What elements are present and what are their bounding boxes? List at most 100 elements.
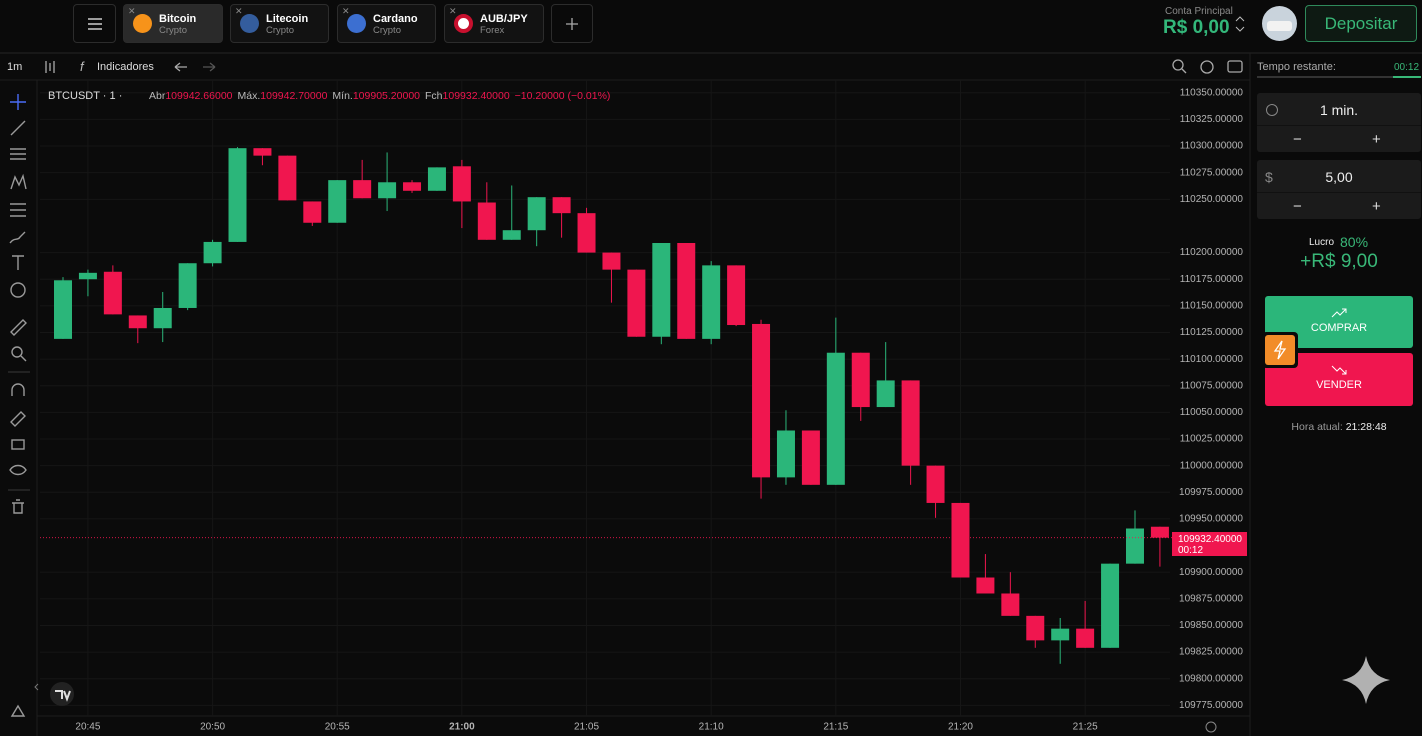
candle-body <box>951 502 970 578</box>
zoom-tool[interactable] <box>11 346 23 358</box>
assistant-icon[interactable] <box>1342 656 1390 704</box>
candle-body <box>1026 615 1045 641</box>
asset-tab[interactable]: ✕ Cardano Crypto <box>337 4 436 43</box>
legend-value: 109942.70000 <box>260 90 328 102</box>
progress-fill <box>1393 76 1421 78</box>
asset-tab[interactable]: ✕ AUB/JPY Forex <box>444 4 544 43</box>
undo-icon[interactable] <box>174 62 187 72</box>
x-tick-label: 20:45 <box>75 722 100 733</box>
asset-kind: Crypto <box>266 25 294 36</box>
text-tool[interactable] <box>12 255 24 270</box>
asset-kind: Forex <box>480 25 505 36</box>
y-tick-label: 110050.00000 <box>1180 407 1244 418</box>
y-tick-label: 109850.00000 <box>1179 620 1243 631</box>
lock-tool[interactable] <box>11 439 25 450</box>
increase-button[interactable]: + <box>1372 131 1381 148</box>
decrease-button[interactable]: − <box>1293 198 1302 215</box>
brush-tool[interactable] <box>9 231 26 244</box>
magnet-tool[interactable] <box>11 383 25 396</box>
line-tool[interactable] <box>10 120 26 136</box>
legend-label: Mín. <box>332 90 353 102</box>
collapse-arrow[interactable] <box>34 683 39 691</box>
y-tick-label: 110175.00000 <box>1180 274 1244 285</box>
candle-type-icon[interactable] <box>45 61 55 73</box>
asset-tab[interactable]: ✕ Litecoin Crypto <box>230 4 329 43</box>
deposit-button[interactable]: Depositar <box>1305 5 1417 42</box>
menu-button[interactable] <box>73 4 116 43</box>
camera-icon[interactable] <box>1227 60 1243 73</box>
add-asset-button[interactable] <box>551 4 593 43</box>
price-tag: 109932.40000 00:12 <box>1172 532 1247 556</box>
increase-button[interactable]: + <box>1372 198 1381 215</box>
x-tick-label: 20:55 <box>325 722 350 733</box>
ruler-tool[interactable] <box>10 319 27 336</box>
expiry-field[interactable]: 1 min. <box>1257 93 1421 126</box>
expiry: 1 min. <box>1319 102 1359 118</box>
countdown: 00:12 <box>1178 545 1204 556</box>
legend-change: −10.20000 (−0.01%) <box>514 90 611 102</box>
candle-body <box>677 242 696 339</box>
y-tick-label: 109775.00000 <box>1179 700 1243 711</box>
delete-tool[interactable] <box>12 499 24 514</box>
x-tick-label: 21:15 <box>823 722 848 733</box>
close-tab[interactable]: ✕ <box>342 6 350 16</box>
candle-body <box>552 197 571 214</box>
y-tick-label: 110300.00000 <box>1180 141 1244 152</box>
candle-body <box>78 272 97 280</box>
clock-label: Hora atual: <box>1291 421 1343 433</box>
up-icon <box>1331 308 1347 318</box>
icon-tool[interactable] <box>10 282 26 298</box>
boost-button[interactable] <box>1265 335 1295 365</box>
candle-body <box>1001 593 1020 616</box>
zoom-tool[interactable] <box>20 355 27 362</box>
amount-field[interactable]: $ 5,00 <box>1257 160 1421 193</box>
y-tick-label: 110075.00000 <box>1180 380 1244 391</box>
candle-body <box>926 465 945 503</box>
candle-body <box>1150 526 1169 538</box>
decrease-button[interactable]: − <box>1293 131 1302 148</box>
candle-body <box>976 577 995 594</box>
balance[interactable]: R$ 0,00 <box>1163 17 1230 38</box>
asset-name: Litecoin <box>266 13 309 25</box>
close-tab[interactable]: ✕ <box>449 6 457 16</box>
down-icon <box>1331 365 1347 375</box>
asset-kind: Crypto <box>373 25 401 36</box>
y-tick-label: 110150.00000 <box>1180 300 1244 311</box>
candle-body <box>602 252 621 270</box>
settings-icon[interactable] <box>1200 60 1214 74</box>
visibility-tool[interactable] <box>9 464 27 476</box>
profit-pct: 80% <box>1340 234 1369 250</box>
indicators-icon: f <box>80 59 84 74</box>
close-tab[interactable]: ✕ <box>128 6 136 16</box>
search-icon[interactable] <box>1172 59 1184 71</box>
candles <box>54 147 1169 664</box>
account-switch[interactable] <box>1234 14 1246 34</box>
crosshair-tool[interactable] <box>10 94 26 110</box>
close-tab[interactable]: ✕ <box>235 6 243 16</box>
avatar-car <box>1267 21 1292 31</box>
candle-body <box>203 241 222 264</box>
sell-label: VENDER <box>1316 379 1362 391</box>
forecast-tool[interactable] <box>10 203 26 217</box>
x-tick-label: 21:00 <box>449 722 475 733</box>
asset-tab[interactable]: ✕ Bitcoin Crypto <box>123 4 223 43</box>
candle-body <box>876 380 895 408</box>
pattern-tool[interactable] <box>10 173 27 190</box>
bolt-icon <box>1273 340 1287 360</box>
lock-drawing-tool[interactable] <box>10 411 26 427</box>
avatar[interactable] <box>1262 6 1297 41</box>
plus-icon <box>566 18 578 30</box>
candle-body <box>702 265 721 339</box>
candle-body <box>303 201 322 223</box>
asset-name: AUB/JPY <box>480 13 528 25</box>
axes: 110350.00000 110325.00000 110300.00000 1102… <box>40 87 1244 733</box>
fib-tool[interactable] <box>10 148 26 160</box>
search-icon[interactable] <box>1181 68 1187 74</box>
indicators-button[interactable]: Indicadores <box>97 61 154 73</box>
settings-tool[interactable] <box>10 704 26 717</box>
interval[interactable]: 1m <box>7 61 23 73</box>
timezone-icon[interactable] <box>1205 721 1217 733</box>
candle-body <box>752 323 771 478</box>
x-tick-label: 21:10 <box>699 722 724 733</box>
